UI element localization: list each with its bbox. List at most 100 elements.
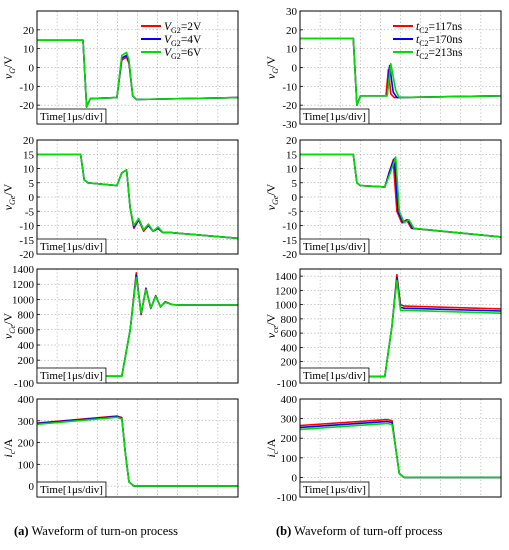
y-tick-label-b1-5: 20 <box>286 25 298 37</box>
y-tick-label-a4-2: 200 <box>18 438 35 450</box>
y-tick-label-a4-3: 300 <box>18 416 35 428</box>
y-axis-symbol: v <box>264 332 278 338</box>
y-axis-unit: /V <box>264 183 278 195</box>
y-tick-label-a1-4: 20 <box>23 25 35 37</box>
y-tick-label-a4-4: 400 <box>18 394 35 406</box>
x-axis-label-box <box>36 108 107 125</box>
plot-frame-a4 <box>36 398 239 498</box>
chart-b1: -30 -20 -10 0 10 20 30 Time[1μs/div] vG/V tC2=117… <box>264 6 502 131</box>
y-axis-label-a2: vGe/V <box>1 183 17 210</box>
x-axis-label-box <box>36 367 107 384</box>
caption-a: (a) Waveform of turn-on process <box>14 524 178 539</box>
y-axis-unit: /A <box>264 438 278 450</box>
y-tick-label-a3-0: -100 <box>14 378 35 390</box>
y-axis-subscript: G <box>8 68 17 74</box>
x-axis-label-box <box>36 238 107 255</box>
y-tick-label-b3-1: 200 <box>281 357 298 369</box>
y-tick-label-a3-2: 400 <box>18 340 35 352</box>
y-tick-label-b1-0: -30 <box>282 119 297 131</box>
y-axis-symbol: v <box>264 73 278 79</box>
y-tick-label-a3-5: 1000 <box>12 294 35 306</box>
y-axis-subscript: Ce <box>8 324 17 333</box>
legend-label-1: VG2=2V <box>164 21 202 35</box>
series-line-a1-3 <box>37 39 239 108</box>
chart-a2: -20 -15 -10 -5 0 5 10 15 20 Time[1μs/div] vGe/V <box>1 135 239 261</box>
plot-frame-a2 <box>36 139 239 255</box>
x-axis-label-a1: Time[1μs/div] <box>40 111 103 123</box>
x-axis-label-a4: Time[1μs/div] <box>40 484 103 496</box>
y-tick-label-b3-0: -100 <box>277 378 298 390</box>
y-tick-label-a1-0: -20 <box>19 100 34 112</box>
series-line-a4-3 <box>36 416 238 487</box>
y-tick-label-b4-0: -100 <box>277 492 298 504</box>
y-axis-symbol: i <box>1 454 15 457</box>
legend-label-3: tC2=213ns <box>416 47 463 61</box>
y-axis-subscript: c <box>8 450 17 454</box>
series-line-a4-1 <box>36 415 238 487</box>
y-axis-subscript: ce <box>271 325 280 333</box>
y-tick-label-a3-3: 600 <box>18 325 35 337</box>
y-tick-label-b2-2: -10 <box>282 221 297 233</box>
x-axis-label-b1: Time[1μs/div] <box>303 111 366 123</box>
y-tick-label-a3-6: 1200 <box>12 279 35 291</box>
y-tick-label-b3-5: 1000 <box>275 300 298 312</box>
y-tick-label-a2-3: -5 <box>25 206 35 218</box>
plot-frame-b1 <box>299 10 502 125</box>
x-axis-label-box <box>299 238 370 255</box>
y-tick-label-b3-7: 1400 <box>275 271 298 283</box>
y-tick-label-b3-6: 1200 <box>275 285 298 297</box>
chart-a1: -20 -10 0 10 20 Time[1μs/div] vG/V VG2=2VVG2=4V… <box>1 10 239 125</box>
y-axis-symbol: v <box>1 204 15 210</box>
y-tick-label-a2-2: -10 <box>19 221 34 233</box>
x-axis-label-box <box>299 481 370 498</box>
y-tick-label-a3-7: 1400 <box>12 264 35 276</box>
y-tick-label-b4-2: 100 <box>281 453 298 465</box>
y-axis-unit: /V <box>264 56 278 68</box>
legend-label-2: VG2=4V <box>164 34 202 48</box>
y-tick-label-a3-1: 200 <box>18 355 35 367</box>
plot-frame-a1 <box>36 10 239 125</box>
y-tick-label-b2-3: -5 <box>288 206 298 218</box>
y-tick-label-a4-1: 100 <box>18 459 35 471</box>
y-tick-label-b2-6: 10 <box>286 164 298 176</box>
y-axis-symbol: v <box>264 204 278 210</box>
plot-frame-a3 <box>36 268 239 384</box>
x-axis-label-a2: Time[1μs/div] <box>40 241 103 253</box>
y-axis-subscript: G <box>271 68 280 74</box>
y-tick-label-b2-1: -15 <box>282 235 297 247</box>
y-axis-label-a1: vG/V <box>1 56 17 79</box>
y-axis-label-b1: vG/V <box>264 56 280 79</box>
series-line-b4-3 <box>299 422 501 479</box>
series-line-b1-3 <box>300 37 502 106</box>
legend-label-2: tC2=170ns <box>416 34 463 48</box>
chart-b4: -100 0 100 200 300 400 Time[1μs/div] ic/A <box>264 394 502 504</box>
y-tick-label-a3-4: 800 <box>18 310 35 322</box>
legend-label-1: tC2=117ns <box>416 21 463 35</box>
legend-label-3: VG2=6V <box>164 47 202 61</box>
y-tick-label-b4-4: 300 <box>281 414 298 426</box>
x-axis-label-b2: Time[1μs/div] <box>303 241 366 253</box>
y-axis-unit: /V <box>264 313 278 325</box>
series-line-b3-2 <box>300 276 502 378</box>
y-axis-unit: /V <box>1 183 15 195</box>
y-axis-subscript: Ge <box>8 195 17 205</box>
caption-b-text: Waveform of turn-off process <box>291 524 443 538</box>
y-axis-unit: /A <box>1 438 15 450</box>
y-tick-label-b4-1: 0 <box>292 472 298 484</box>
series-line-a3-3 <box>37 276 238 378</box>
plot-frame-b3 <box>299 268 502 384</box>
y-tick-label-a2-1: -15 <box>19 235 34 247</box>
y-tick-label-b2-4: 0 <box>292 192 298 204</box>
y-tick-label-a2-4: 0 <box>29 192 35 204</box>
y-axis-symbol: v <box>1 333 15 339</box>
x-axis-label-b4: Time[1μs/div] <box>303 484 366 496</box>
y-tick-label-b4-5: 400 <box>281 394 298 406</box>
y-axis-unit: /V <box>1 56 15 68</box>
y-axis-unit: /V <box>1 313 15 325</box>
y-tick-label-a1-1: -10 <box>19 81 34 93</box>
series-line-b3-3 <box>300 279 502 378</box>
y-tick-label-b1-6: 30 <box>286 6 298 18</box>
y-axis-subscript: c <box>271 450 280 454</box>
y-tick-label-b2-8: 20 <box>286 135 298 147</box>
